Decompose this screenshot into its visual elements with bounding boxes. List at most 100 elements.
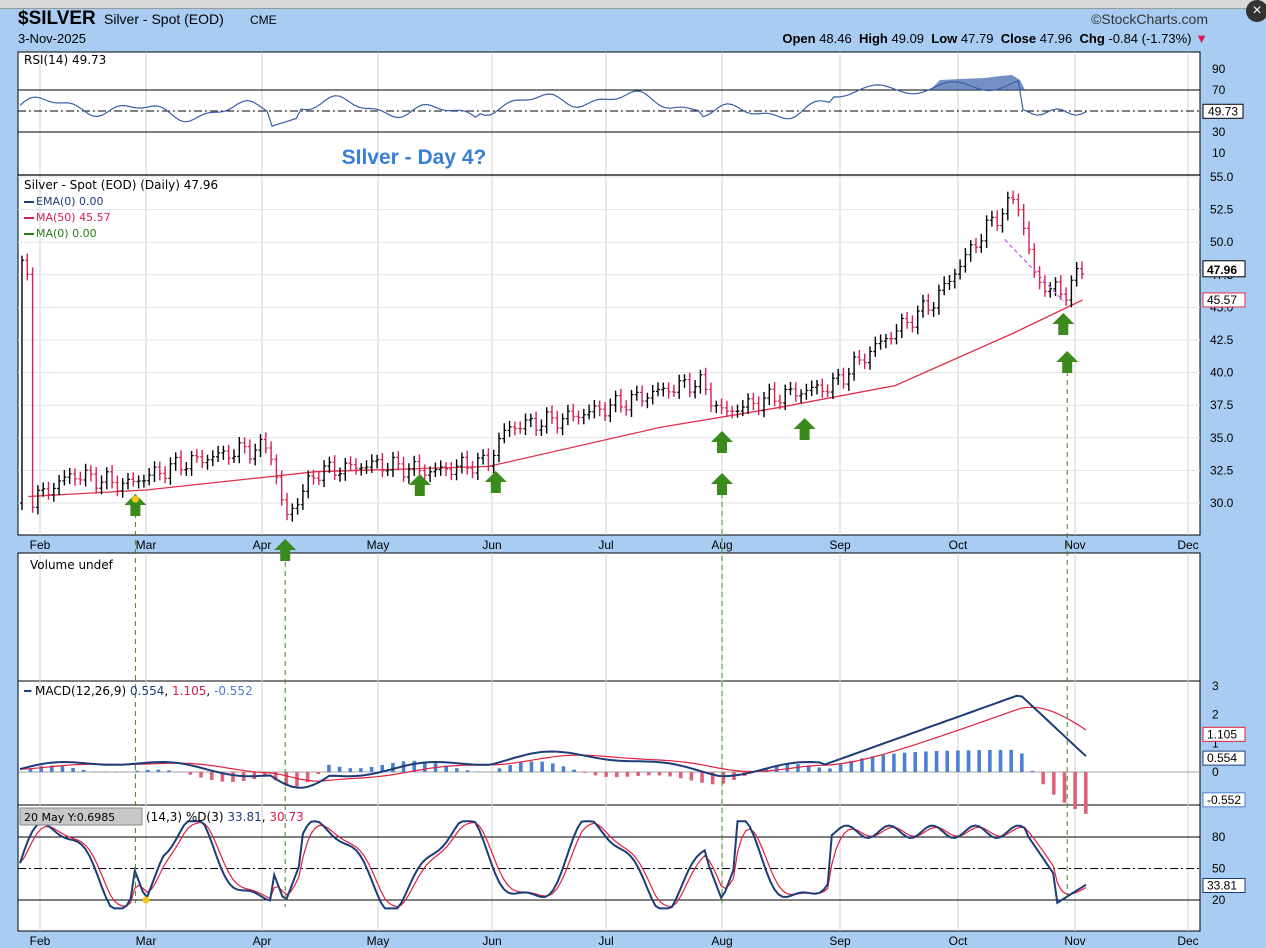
- price-touch-dot: [131, 495, 139, 503]
- price-tick-label: 42.5: [1210, 333, 1234, 347]
- macd-hist-bar: [668, 772, 672, 777]
- macd-last-box-3: [1202, 792, 1246, 808]
- macd-line: [19, 694, 1087, 789]
- month-label-sep: Sep: [829, 538, 851, 552]
- macd-legend-signal: 1.105: [172, 684, 206, 698]
- ema-swatch: [24, 201, 34, 203]
- rsi-tick-label: 90: [1212, 62, 1226, 76]
- macd-hist-bar: [551, 763, 555, 772]
- ma50-swatch: [24, 217, 34, 219]
- ema-legend: EMA(0) 0.00: [36, 195, 104, 208]
- price-tick-label: 40.0: [1210, 366, 1234, 380]
- month-label-nov: Nov: [1064, 538, 1085, 552]
- rsi-panel: [17, 51, 1201, 176]
- macd-hist-bar: [540, 761, 544, 772]
- ma0-legend: MA(0) 0.00: [36, 227, 97, 240]
- macd-tick-label: 2: [1212, 708, 1219, 722]
- stoch-k-line: [19, 820, 1087, 910]
- macd-hist-bar: [263, 772, 267, 777]
- macd-hist-bar: [359, 768, 363, 772]
- last-ma-value: 45.57: [1207, 293, 1237, 307]
- macd-last-box-1: [1202, 726, 1246, 742]
- macd-hist-bar: [18, 772, 22, 773]
- macd-hist-bar: [220, 772, 225, 782]
- macd-hist-bar: [860, 758, 864, 772]
- green-up-arrow-9: [1056, 351, 1079, 373]
- price-tick-label: 50.0: [1210, 235, 1234, 249]
- macd-hist-bar: [455, 768, 459, 772]
- price-tick-label: 52.5: [1210, 203, 1234, 217]
- macd-hist-bar: [305, 772, 310, 783]
- macd-hist-bar: [881, 754, 886, 772]
- macd-hist-bar: [529, 761, 534, 772]
- series-layer: [18, 75, 1088, 910]
- stoch-legend-d: 30.73: [269, 810, 303, 824]
- month-label-dec: Dec: [1177, 538, 1198, 552]
- ma50-legend: MA(50) 45.57: [36, 211, 111, 224]
- macd-legend: ━ MACD(12,26,9) 0.554, 1.105, -0.552: [23, 684, 253, 698]
- month-label-aug: Aug: [711, 538, 732, 552]
- macd-hist-bar: [710, 772, 715, 785]
- chart-date: 3-Nov-2025: [18, 31, 86, 46]
- price-legend-title: Silver - Spot (EOD) (Daily) 47.96: [24, 178, 218, 192]
- macd-hist-bar: [678, 772, 683, 779]
- month-label-bottom-jun: Jun: [482, 934, 501, 948]
- macd-hist-bar: [721, 772, 726, 784]
- macd-hist-bar: [156, 769, 161, 772]
- last-price-value: 47.96: [1207, 263, 1237, 277]
- macd-hist-bar: [369, 766, 374, 772]
- macd-legend-name: MACD(12,26,9): [35, 684, 126, 698]
- rsi-overbought-fill: [930, 75, 1025, 90]
- macd-hist-bar: [764, 768, 768, 772]
- chart-annotation: SIlver - Day 4?: [342, 146, 487, 169]
- macd-hist-bar: [316, 772, 321, 775]
- stoch-tick-label: 50: [1212, 862, 1226, 876]
- month-label-bottom-oct: Oct: [949, 934, 968, 948]
- close-icon[interactable]: ×: [1246, 0, 1266, 22]
- macd-hist-bar: [838, 764, 843, 772]
- month-label-bottom-aug: Aug: [711, 934, 732, 948]
- macd-hist-bar: [700, 772, 704, 783]
- macd-hist-bar: [60, 766, 65, 772]
- month-label-bottom-jul: Jul: [598, 934, 613, 948]
- stoch-tooltip: 20 May Y:0.6985: [24, 811, 115, 824]
- macd-hist-bar: [774, 765, 779, 772]
- ma50-line: [28, 299, 1083, 498]
- month-label-mar: Mar: [136, 538, 157, 552]
- price-tick-label: 32.5: [1210, 463, 1234, 477]
- month-label-apr: Apr: [253, 538, 272, 552]
- stoch-tick-label: 20: [1212, 893, 1226, 907]
- volume-panel: [17, 552, 1201, 682]
- macd-hist-bar: [785, 764, 790, 772]
- macd-hist-bar: [966, 750, 971, 772]
- macd-hist-bar: [273, 772, 278, 781]
- macd-hist-bar: [646, 772, 651, 776]
- macd-hist-bar: [604, 772, 608, 777]
- brand-label: ©StockCharts.com: [1091, 11, 1208, 27]
- macd-last-value-1: 1.105: [1207, 727, 1237, 741]
- stoch-tooltip-box: [19, 807, 143, 826]
- green-up-arrow-6: [711, 473, 733, 495]
- macd-hist-bar: [71, 767, 75, 772]
- macd-tick-label: 3: [1212, 679, 1219, 693]
- macd-legend-macd: 0.554: [130, 684, 164, 698]
- macd-hist-bar: [476, 771, 480, 772]
- macd-hist-bar: [806, 765, 811, 772]
- low-value: 47.79: [960, 31, 994, 46]
- macd-hist-bar: [444, 765, 448, 772]
- macd-hist-bar: [998, 749, 1003, 772]
- stoch-tick-label: 80: [1212, 830, 1226, 844]
- macd-hist-bar: [284, 772, 289, 787]
- macd-hist-bar: [870, 756, 875, 772]
- stoch-last-value: 33.81: [1207, 878, 1237, 892]
- marker-layer: [124, 239, 1079, 907]
- macd-hist-bar: [167, 770, 171, 772]
- macd-hist-bar: [39, 766, 43, 772]
- rsi-tick-label: 10: [1212, 146, 1226, 160]
- chart-description: Silver - Spot (EOD): [104, 11, 224, 27]
- macd-hist-bar: [295, 772, 299, 787]
- macd-hist-bar: [1041, 772, 1045, 785]
- macd-signal-line: [19, 706, 1087, 782]
- macd-tick-label: 1: [1212, 736, 1219, 750]
